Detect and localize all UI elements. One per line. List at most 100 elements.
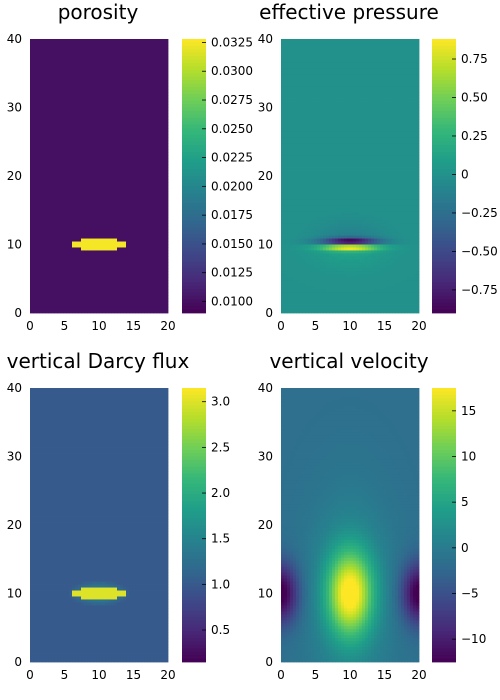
heatmap-cell: [114, 176, 118, 180]
heatmap-cell: [126, 286, 130, 290]
heatmap-cell: [401, 39, 405, 43]
heatmap-cell: [96, 247, 100, 251]
heatmap-cell: [99, 232, 103, 236]
heatmap-cell: [51, 158, 55, 162]
heatmap-cell: [108, 289, 112, 293]
heatmap-cell: [66, 92, 70, 96]
heatmap-cell: [99, 53, 103, 58]
colorbar-segment: [182, 271, 206, 276]
heatmap-cell: [90, 167, 94, 171]
heatmap-cell: [30, 101, 34, 105]
heatmap-cell: [156, 92, 160, 96]
heatmap-cell: [60, 128, 64, 132]
heatmap-cell: [93, 80, 97, 85]
heatmap-cell: [30, 71, 34, 76]
heatmap-cell: [311, 59, 315, 64]
heatmap-cell: [66, 235, 70, 239]
heatmap-cell: [132, 161, 136, 165]
heatmap-cell: [165, 77, 169, 82]
heatmap-cell: [377, 41, 381, 46]
heatmap-cell: [105, 310, 109, 314]
heatmap-cell: [75, 298, 79, 302]
heatmap-cell: [60, 304, 64, 308]
heatmap-cell: [117, 271, 121, 275]
heatmap-cell: [36, 286, 40, 290]
heatmap-cell: [150, 271, 154, 275]
heatmap-cell: [51, 229, 55, 233]
heatmap-cell: [120, 128, 124, 132]
heatmap-cell: [284, 47, 288, 52]
heatmap-cell: [57, 80, 61, 85]
heatmap-cell: [138, 74, 142, 79]
heatmap-cell: [162, 271, 166, 275]
heatmap-cell: [102, 223, 106, 228]
heatmap-cell: [392, 50, 396, 55]
heatmap-cell: [60, 161, 64, 165]
heatmap-cell: [93, 137, 97, 141]
heatmap-cell: [323, 39, 327, 43]
heatmap-cell: [75, 205, 79, 210]
heatmap-cell: [144, 181, 148, 186]
heatmap-cell: [141, 125, 145, 129]
heatmap-cell: [326, 41, 330, 46]
heatmap-cell: [66, 310, 70, 314]
heatmap-cell: [75, 170, 79, 174]
heatmap-cell: [377, 65, 381, 70]
heatmap-cell: [39, 83, 43, 88]
heatmap-cell: [162, 295, 166, 299]
heatmap-cell: [329, 39, 333, 43]
heatmap-cell: [132, 119, 136, 123]
heatmap-cell: [60, 298, 64, 302]
heatmap-cell: [329, 77, 333, 82]
heatmap-cell: [75, 161, 79, 165]
heatmap-cell: [126, 256, 130, 260]
heatmap-cell: [81, 187, 85, 192]
heatmap-cell: [54, 77, 58, 82]
heatmap-cell: [135, 80, 139, 85]
heatmap-cell: [356, 53, 360, 58]
heatmap-cell: [323, 47, 327, 52]
heatmap-cell: [156, 77, 160, 82]
heatmap-cell: [60, 62, 64, 67]
heatmap-cell: [111, 274, 115, 278]
heatmap-cell: [108, 229, 112, 233]
heatmap-cell: [114, 74, 118, 79]
heatmap-cell: [66, 223, 70, 228]
heatmap-cell: [84, 232, 88, 236]
heatmap-cell: [138, 193, 142, 198]
heatmap-cell: [93, 205, 97, 210]
heatmap-cell: [147, 295, 151, 299]
heatmap-cell: [72, 74, 76, 79]
heatmap-cell: [407, 71, 411, 76]
heatmap-cell: [48, 83, 52, 88]
heatmap-cell: [165, 283, 169, 287]
heatmap-cell: [60, 80, 64, 85]
heatmap-cell: [105, 128, 109, 132]
heatmap-cell: [129, 134, 133, 138]
heatmap-cell: [311, 71, 315, 76]
heatmap-cell: [63, 146, 67, 150]
heatmap-cell: [63, 134, 67, 138]
heatmap-cell: [39, 295, 43, 299]
heatmap-cell: [165, 122, 169, 126]
heatmap-cell: [93, 140, 97, 144]
heatmap-cell: [60, 247, 64, 251]
heatmap-cell: [138, 173, 142, 177]
heatmap-cell: [30, 259, 34, 263]
heatmap-cell: [90, 271, 94, 275]
heatmap-cell: [129, 59, 133, 64]
heatmap-cell: [45, 104, 49, 108]
heatmap-cell: [72, 149, 76, 153]
heatmap-cell: [69, 143, 73, 147]
heatmap-cell: [66, 146, 70, 150]
heatmap-cell: [84, 187, 88, 192]
heatmap-cell: [147, 71, 151, 76]
heatmap-cell: [147, 152, 151, 156]
heatmap-cell: [135, 298, 139, 302]
heatmap-cell: [102, 274, 106, 278]
heatmap-cell: [144, 226, 148, 231]
heatmap-cell: [132, 152, 136, 156]
heatmap-cell: [75, 265, 79, 269]
heatmap-cell: [33, 265, 37, 269]
heatmap-cell: [162, 307, 166, 311]
